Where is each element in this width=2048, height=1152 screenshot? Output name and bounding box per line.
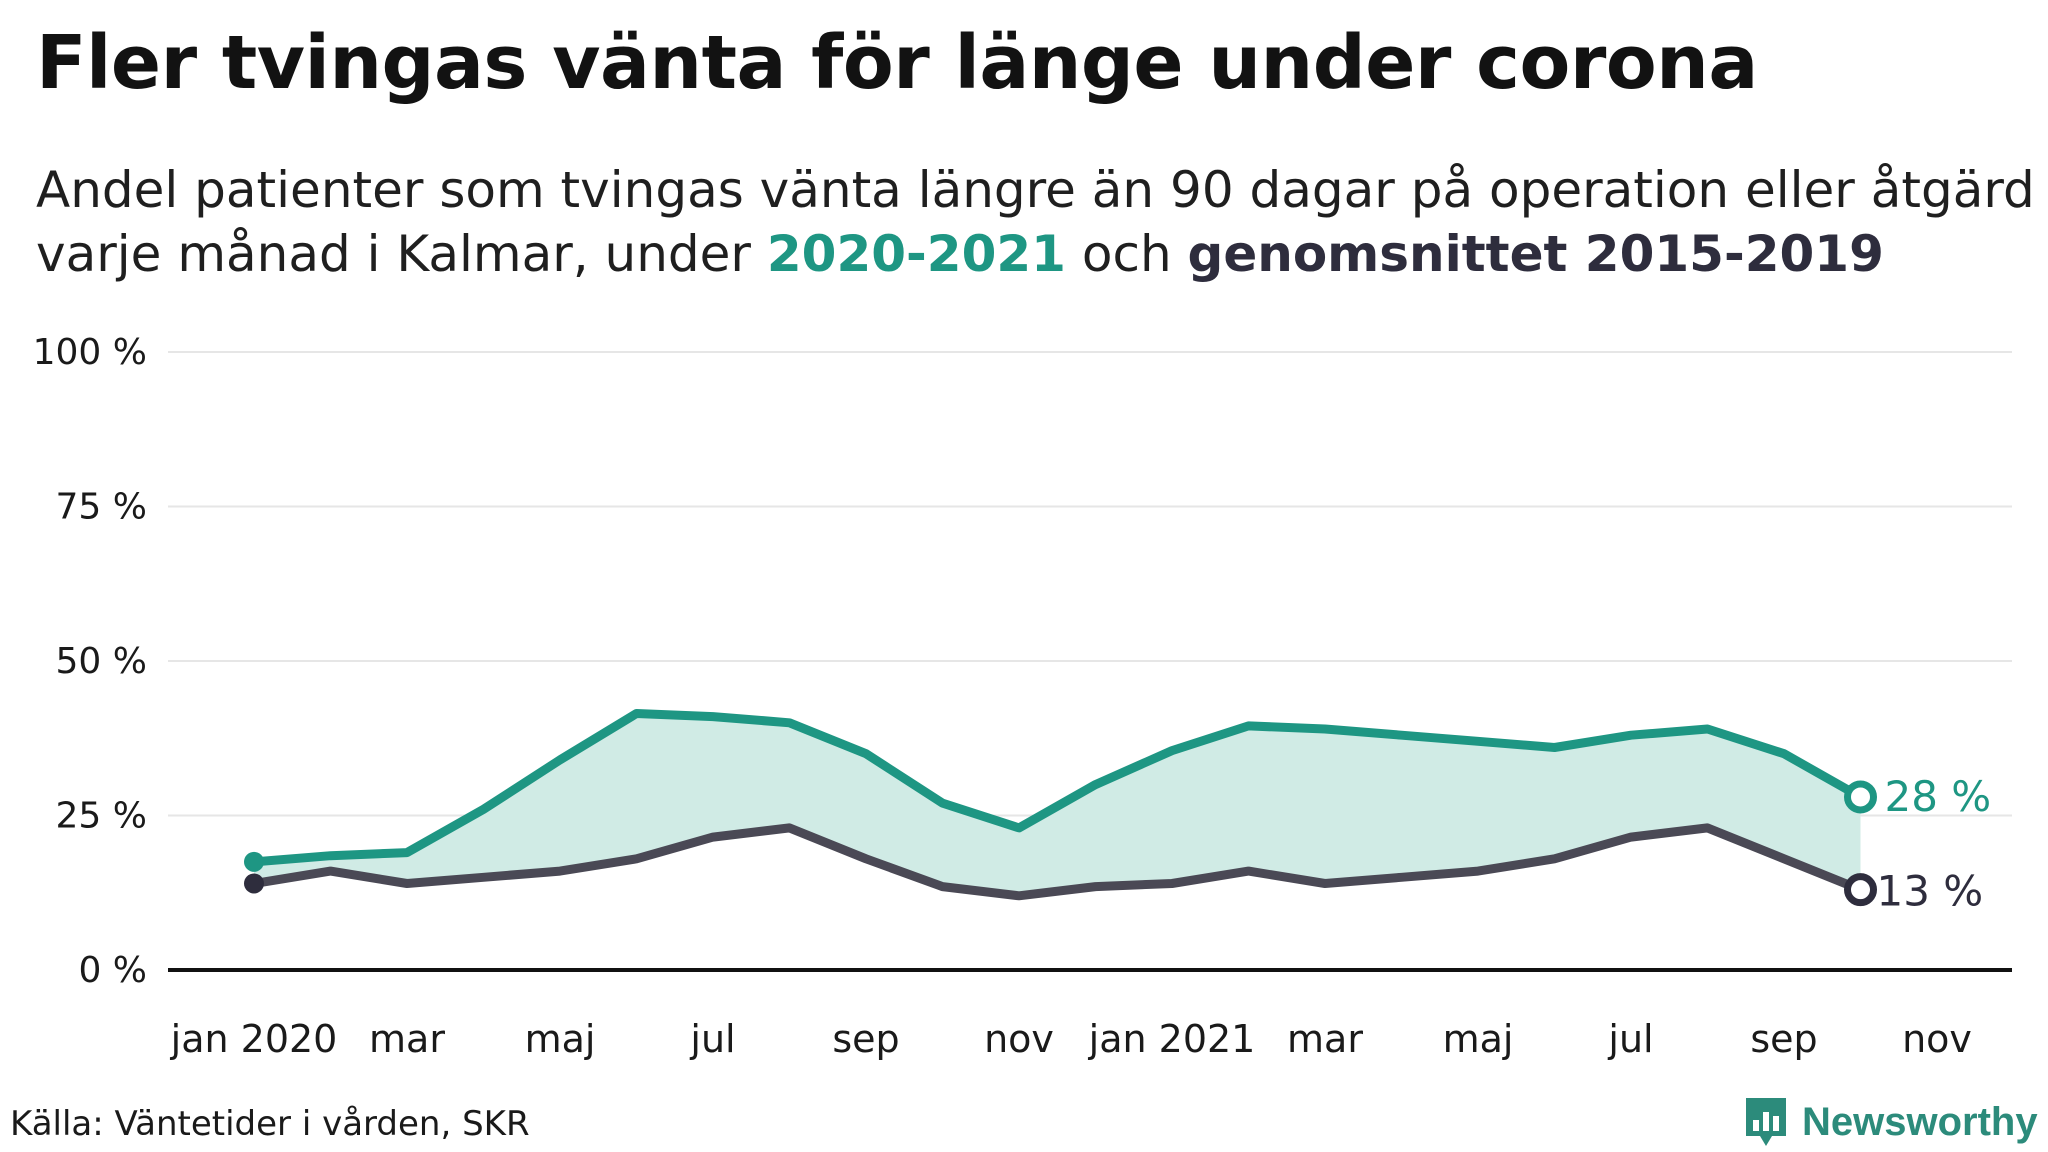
chart-title: Fler tvingas vänta för länge under coron…: [36, 20, 1758, 106]
legend-series-average: genomsnittet 2015-2019: [1187, 225, 1884, 283]
start-point-average: [244, 873, 264, 894]
end-value-labels: 28 % 13 %: [1877, 772, 1992, 916]
start-point-2020-2021: [244, 851, 264, 872]
x-tick-label: sep: [832, 1017, 899, 1061]
subtitle-line-2: varje månad i Kalmar, under 2020-2021 oc…: [36, 222, 2035, 286]
x-tick-label: jan 2021: [1088, 1017, 1256, 1061]
end-label-average: 13 %: [1877, 867, 1984, 916]
end-point-average: [1844, 873, 1877, 907]
legend-series-2020-2021: 2020-2021: [766, 225, 1066, 283]
chart-subtitle: Andel patienter som tvingas vänta längre…: [36, 158, 2035, 286]
x-axis-tick-labels: jan 2020 mar maj jul sep nov jan 2021 mar maj jul…: [170, 1017, 1972, 1061]
y-tick-label: 25 %: [56, 796, 147, 837]
brand-name: Newsworthy: [1802, 1099, 2038, 1144]
x-tick-label: maj: [525, 1017, 596, 1061]
brand-logo: Newsworthy: [1742, 1094, 2038, 1150]
y-axis-tick-labels: 0 % 25 % 50 % 75 % 100 %: [33, 332, 147, 991]
y-tick-label: 0 %: [78, 950, 147, 991]
y-tick-label: 100 %: [33, 332, 147, 373]
end-label-2020-2021: 28 %: [1885, 772, 1992, 821]
x-tick-label: mar: [1287, 1017, 1363, 1061]
x-tick-label: nov: [984, 1017, 1054, 1061]
x-tick-label: jul: [1607, 1017, 1653, 1061]
y-tick-label: 50 %: [56, 641, 147, 682]
series-line-2020-2021: [249, 709, 1865, 867]
source-note: Källa: Väntetider i vården, SKR: [10, 1104, 530, 1144]
x-tick-label: maj: [1443, 1017, 1514, 1061]
y-tick-label: 75 %: [56, 487, 147, 528]
subtitle-line-1: Andel patienter som tvingas vänta längre…: [36, 161, 2035, 219]
subtitle-prefix: varje månad i Kalmar, under: [36, 225, 767, 283]
series-line-average: [249, 823, 1865, 901]
x-tick-label: jan 2020: [170, 1017, 338, 1061]
x-tick-label: jul: [689, 1017, 735, 1061]
newsworthy-logo-icon: [1746, 1098, 1786, 1146]
series-points: [244, 780, 1877, 907]
x-tick-label: sep: [1750, 1017, 1817, 1061]
end-point-2020-2021: [1844, 780, 1877, 814]
subtitle-mid: och: [1065, 225, 1188, 283]
x-tick-label: mar: [369, 1017, 445, 1061]
x-tick-label: nov: [1902, 1017, 1972, 1061]
